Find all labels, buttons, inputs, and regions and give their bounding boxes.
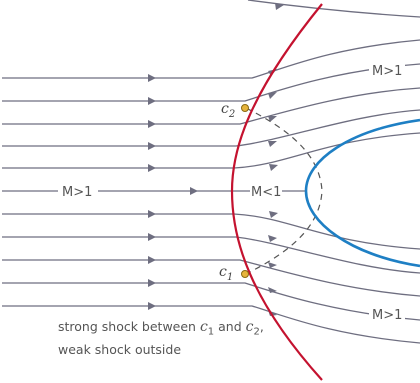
streamline — [2, 236, 420, 274]
caption-c2-sub: 2 — [253, 326, 260, 338]
arrow-head — [148, 210, 156, 218]
arrow-head — [148, 279, 156, 287]
upper-mach-label: M>1 — [372, 64, 402, 79]
freestream-mach-label: M>1 — [62, 185, 92, 200]
point-c2 — [241, 104, 249, 112]
arrow-head — [268, 287, 277, 293]
caption-text: strong shock between — [58, 319, 200, 334]
arrow-head — [148, 142, 156, 150]
caption-text: and — [214, 319, 246, 334]
arrow-head — [275, 3, 284, 10]
point-c2-label: c2 — [221, 101, 235, 120]
arrow-head — [148, 164, 156, 172]
caption-c1-sub: 1 — [207, 326, 215, 338]
caption-text: , weak shock out­side — [58, 319, 264, 357]
arrow-head — [190, 187, 198, 195]
streamline — [247, 0, 420, 18]
upper-streamlines — [2, 0, 420, 169]
subsonic-mach-label: M<1 — [251, 185, 281, 200]
arrow-head — [148, 120, 156, 128]
point-c1-label: c1 — [219, 264, 233, 283]
arrow-head — [148, 74, 156, 82]
caption-c1: c — [199, 319, 208, 335]
streamline — [2, 87, 420, 125]
point-c1 — [241, 270, 249, 278]
arrow-head — [148, 256, 156, 264]
streamline — [2, 132, 420, 169]
subsonic-label-bg — [250, 181, 282, 199]
arrow-head — [269, 211, 278, 218]
arrow-head — [268, 262, 277, 268]
streamline — [2, 305, 420, 344]
arrow-head — [268, 235, 277, 242]
upper-mach-label-bg — [369, 62, 405, 79]
streamline — [2, 259, 420, 297]
lower-mach-label: M>1 — [372, 308, 402, 323]
arrow-head — [148, 97, 156, 105]
lower-mach-label-bg — [369, 306, 405, 323]
arrow-head — [268, 141, 277, 147]
streamline — [2, 109, 420, 147]
arrow-head — [268, 92, 277, 99]
streamline — [2, 39, 420, 79]
arrow-head — [268, 116, 277, 122]
arrow-head — [269, 164, 278, 171]
blunt-body — [304, 118, 420, 268]
caption-c2: c — [245, 319, 254, 335]
bow-shock — [230, 3, 323, 381]
arrow-head — [148, 302, 156, 310]
streamline — [2, 213, 420, 250]
arrow-head — [148, 233, 156, 241]
flow-arrows — [148, 3, 284, 316]
caption: strong shock between c1 and c2, weak sho… — [58, 318, 268, 358]
